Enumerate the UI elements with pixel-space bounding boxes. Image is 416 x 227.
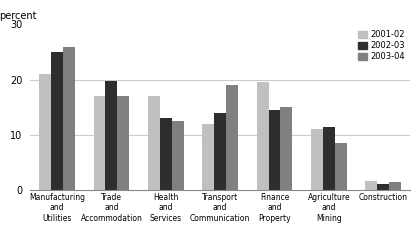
Bar [117, 96, 129, 190]
Bar [335, 143, 347, 190]
Bar [365, 181, 377, 190]
Bar [389, 182, 401, 190]
Legend: 2001-02, 2002-03, 2003-04: 2001-02, 2002-03, 2003-04 [357, 29, 406, 63]
Bar [63, 47, 75, 190]
Bar [377, 184, 389, 190]
Bar [148, 96, 160, 190]
Bar [214, 113, 226, 190]
Bar [172, 121, 184, 190]
Bar [323, 127, 335, 190]
Bar [226, 85, 238, 190]
Bar [94, 96, 106, 190]
Bar [51, 52, 63, 190]
Bar [311, 129, 323, 190]
Bar [39, 74, 51, 190]
Bar [268, 110, 280, 190]
Bar [160, 118, 172, 190]
Bar [106, 81, 117, 190]
Bar [257, 82, 268, 190]
Bar [202, 124, 214, 190]
Text: percent: percent [0, 11, 37, 21]
Bar [280, 107, 292, 190]
